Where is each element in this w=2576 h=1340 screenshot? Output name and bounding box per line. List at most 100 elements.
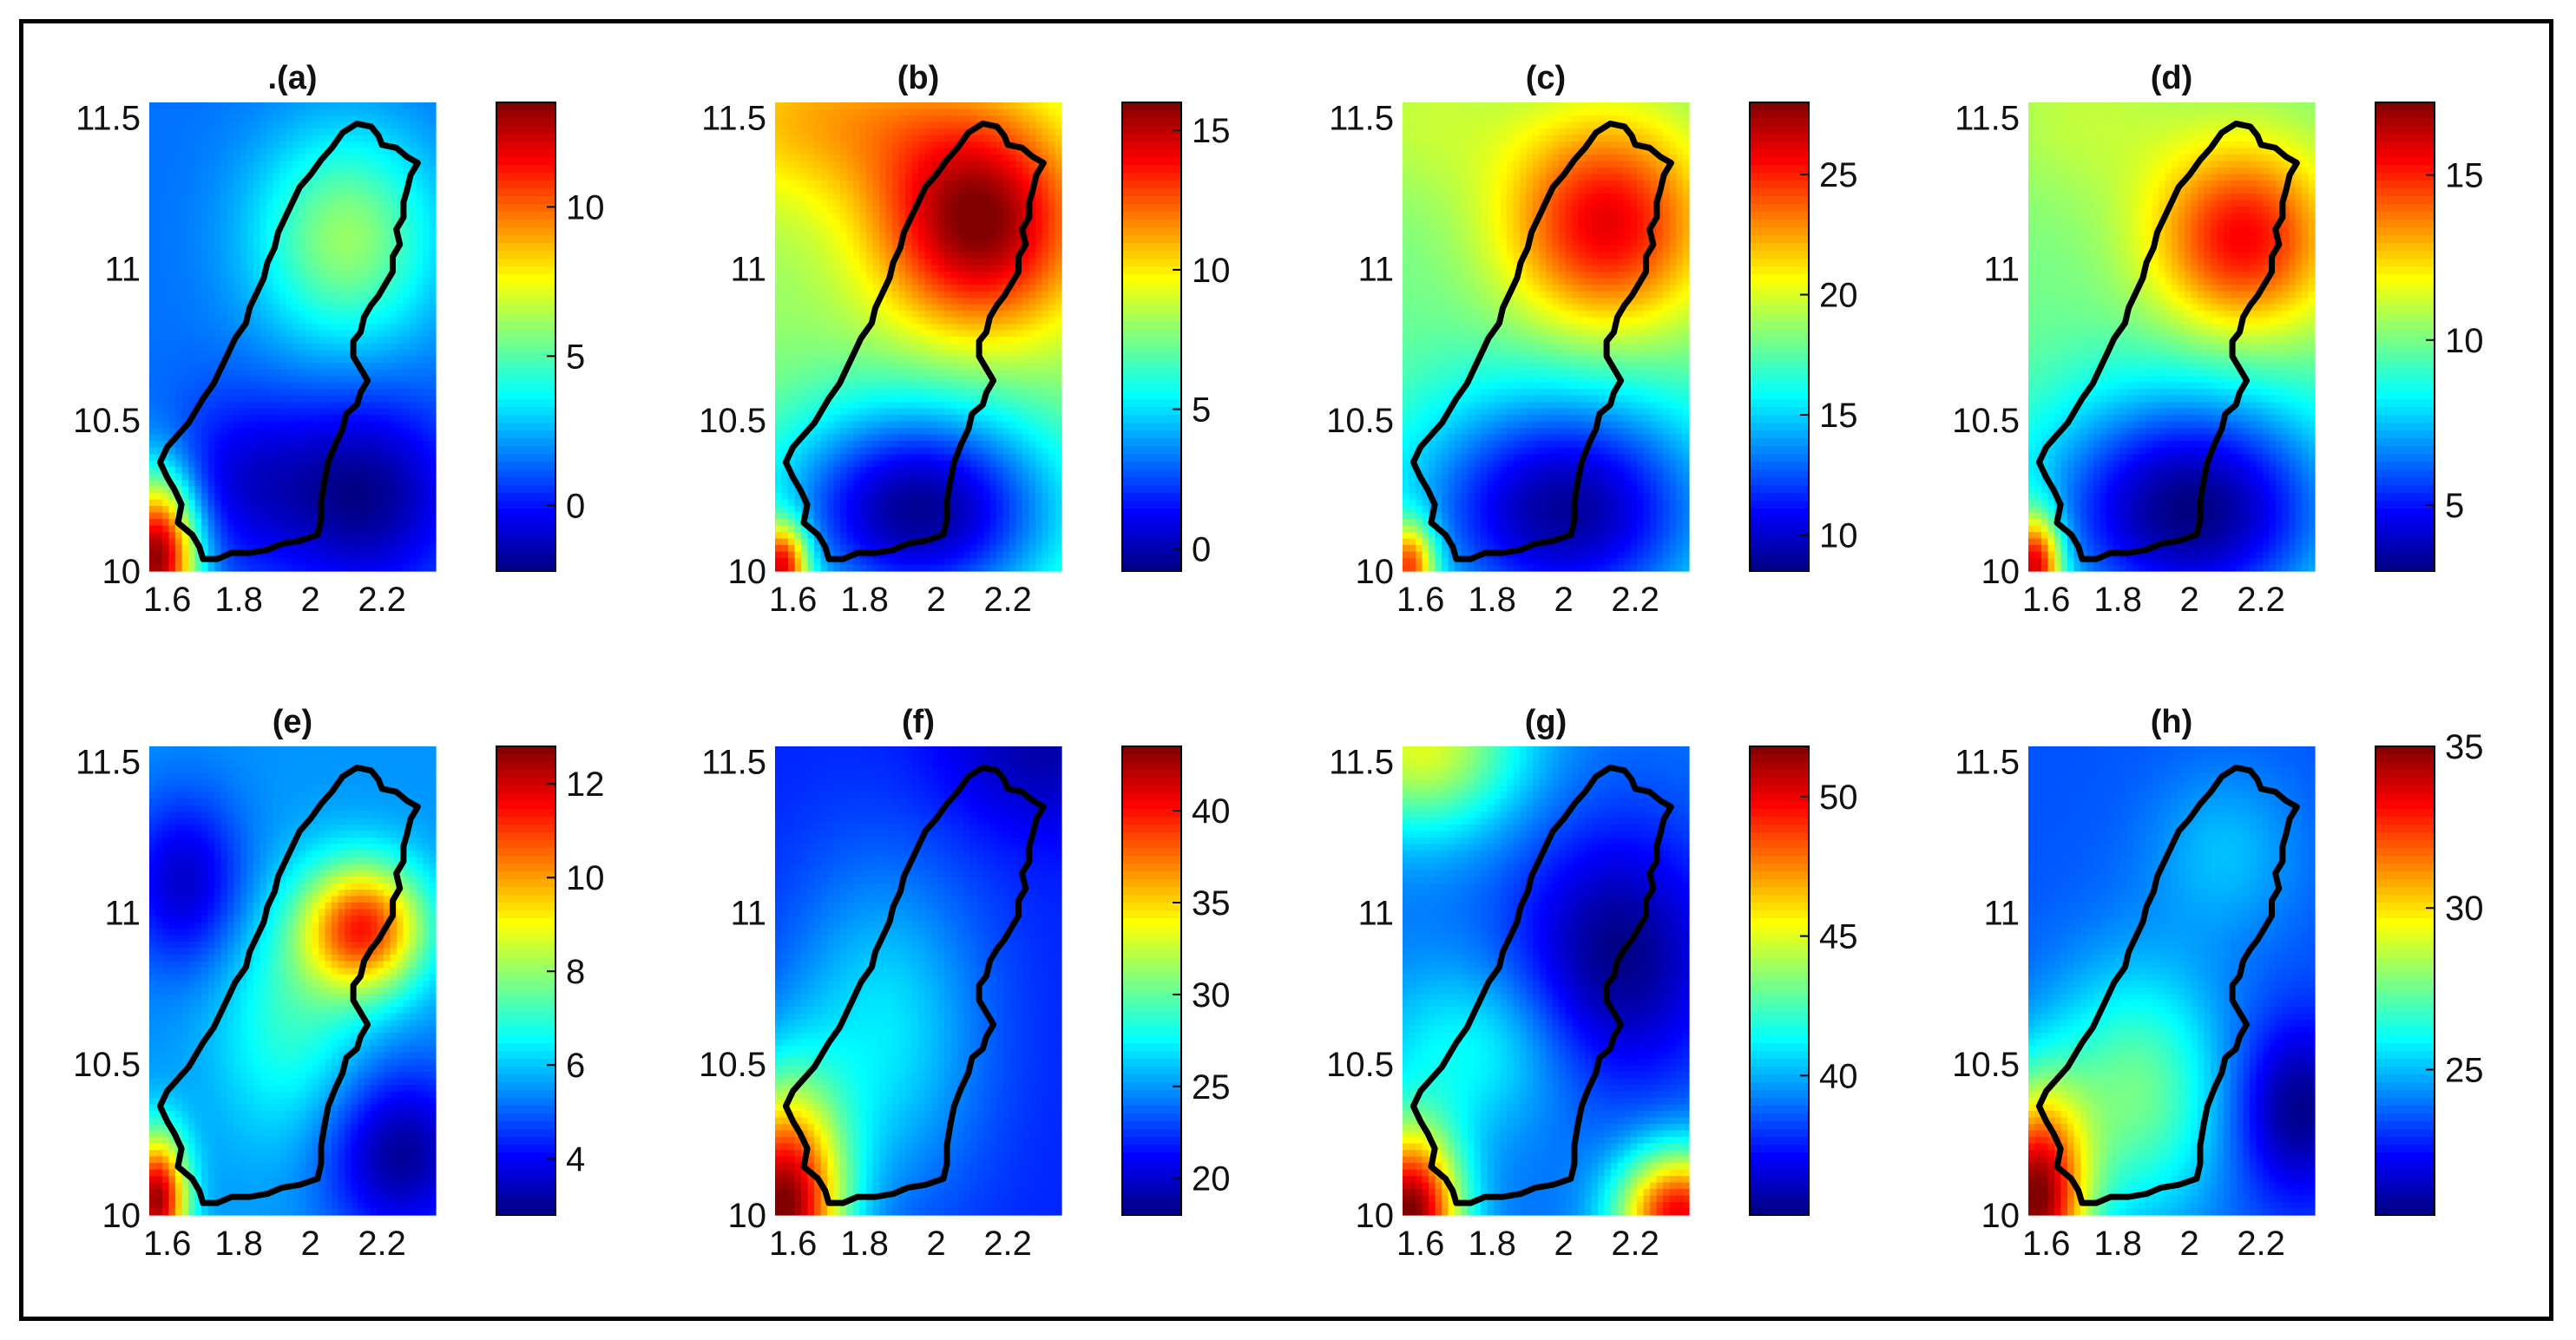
heatmap-cell <box>403 337 411 345</box>
heatmap-cell <box>885 187 893 194</box>
heatmap-cell <box>911 161 919 168</box>
heatmap-cell <box>325 239 332 246</box>
heatmap-cell <box>299 207 306 214</box>
heatmap-cell <box>807 122 815 129</box>
heatmap-cell <box>358 181 365 188</box>
heatmap-cell <box>188 135 196 142</box>
heatmap-cell <box>253 213 261 220</box>
heatmap-cell <box>1055 317 1062 325</box>
heatmap-cell <box>833 207 841 214</box>
heatmap-cell <box>983 304 991 312</box>
heatmap-cell <box>155 545 163 553</box>
heatmap-cell <box>266 525 274 533</box>
heatmap-cell <box>1055 324 1062 332</box>
heatmap-cell <box>397 434 404 442</box>
heatmap-cell <box>950 226 958 233</box>
heatmap-cell <box>240 128 248 136</box>
heatmap-cell <box>319 220 326 227</box>
heatmap-cell <box>794 285 802 292</box>
heatmap-cell <box>429 532 437 540</box>
heatmap-cell <box>866 220 874 227</box>
heatmap-cell <box>162 460 170 468</box>
heatmap-cell <box>1055 154 1062 162</box>
heatmap-cell <box>976 272 984 279</box>
heatmap-cell <box>970 207 978 214</box>
heatmap-cell <box>214 194 222 201</box>
heatmap-cell <box>220 343 228 351</box>
heatmap-cell <box>312 141 319 149</box>
heatmap-cell <box>246 402 254 410</box>
heatmap-cell <box>162 421 170 429</box>
heatmap-cell <box>207 538 215 546</box>
heatmap-cell <box>319 298 326 305</box>
heatmap-cell <box>853 135 861 142</box>
heatmap-cell <box>429 304 437 312</box>
heatmap-cell <box>976 168 984 175</box>
heatmap-cell <box>911 148 919 155</box>
heatmap-cell <box>162 181 170 188</box>
heatmap-cell <box>827 200 835 207</box>
heatmap-cell <box>905 337 913 345</box>
heatmap-cell <box>1002 128 1010 136</box>
heatmap-cell <box>240 486 248 494</box>
heatmap-cell <box>1002 226 1010 233</box>
heatmap-cell <box>840 337 848 345</box>
heatmap-cell <box>1028 141 1036 149</box>
heatmap-cell <box>345 447 352 455</box>
heatmap-cell <box>220 194 228 201</box>
heatmap-cell <box>1042 168 1049 175</box>
heatmap-cell <box>1042 115 1049 123</box>
heatmap-cell <box>260 363 267 371</box>
heatmap-cell <box>410 538 417 546</box>
heatmap-cell <box>403 551 411 559</box>
heatmap-cell <box>292 343 300 351</box>
heatmap-cell <box>253 265 261 273</box>
heatmap-cell <box>377 545 384 553</box>
heatmap-cell <box>312 148 319 155</box>
heatmap-cell <box>246 480 254 488</box>
heatmap-cell <box>1028 272 1036 279</box>
heatmap-cell <box>892 161 900 168</box>
heatmap-cell <box>319 558 326 566</box>
heatmap-cell <box>246 532 254 540</box>
heatmap-cell <box>788 168 796 175</box>
heatmap-cell <box>325 220 332 227</box>
colorbar-segment <box>496 454 555 463</box>
heatmap-cell <box>273 154 280 162</box>
heatmap-cell <box>410 343 417 351</box>
heatmap-cell <box>827 194 835 201</box>
heatmap-cell <box>892 356 900 364</box>
heatmap-cell <box>944 187 952 194</box>
heatmap-cell <box>168 382 176 390</box>
heatmap-cell <box>429 272 437 279</box>
heatmap-cell <box>989 108 997 116</box>
heatmap-cell <box>416 213 424 220</box>
heatmap-cell <box>1035 246 1043 253</box>
heatmap-cell <box>775 128 783 136</box>
heatmap-cell <box>168 454 176 462</box>
heatmap-cell <box>976 128 984 136</box>
heatmap-cell <box>976 278 984 286</box>
heatmap-cell <box>220 265 228 273</box>
heatmap-cell <box>820 298 828 305</box>
heatmap-cell <box>1022 128 1030 136</box>
heatmap-cell <box>233 317 241 325</box>
heatmap-cell <box>292 148 300 155</box>
heatmap-cell <box>194 154 202 162</box>
heatmap-cell <box>149 532 157 540</box>
heatmap-cell <box>781 272 789 279</box>
heatmap-cell <box>397 168 404 175</box>
heatmap-cell <box>312 115 319 123</box>
heatmap-cell <box>918 324 926 332</box>
heatmap-cell <box>338 538 345 546</box>
heatmap-cell <box>918 252 926 259</box>
heatmap-cell <box>859 226 867 233</box>
heatmap-cell <box>233 369 241 377</box>
heatmap-cell <box>931 226 939 233</box>
heatmap-cell <box>306 538 313 546</box>
heatmap-cell <box>207 233 215 240</box>
heatmap-cell <box>253 194 261 201</box>
heatmap-cell <box>814 317 822 325</box>
heatmap-cell <box>240 558 248 566</box>
heatmap-cell <box>345 298 352 305</box>
